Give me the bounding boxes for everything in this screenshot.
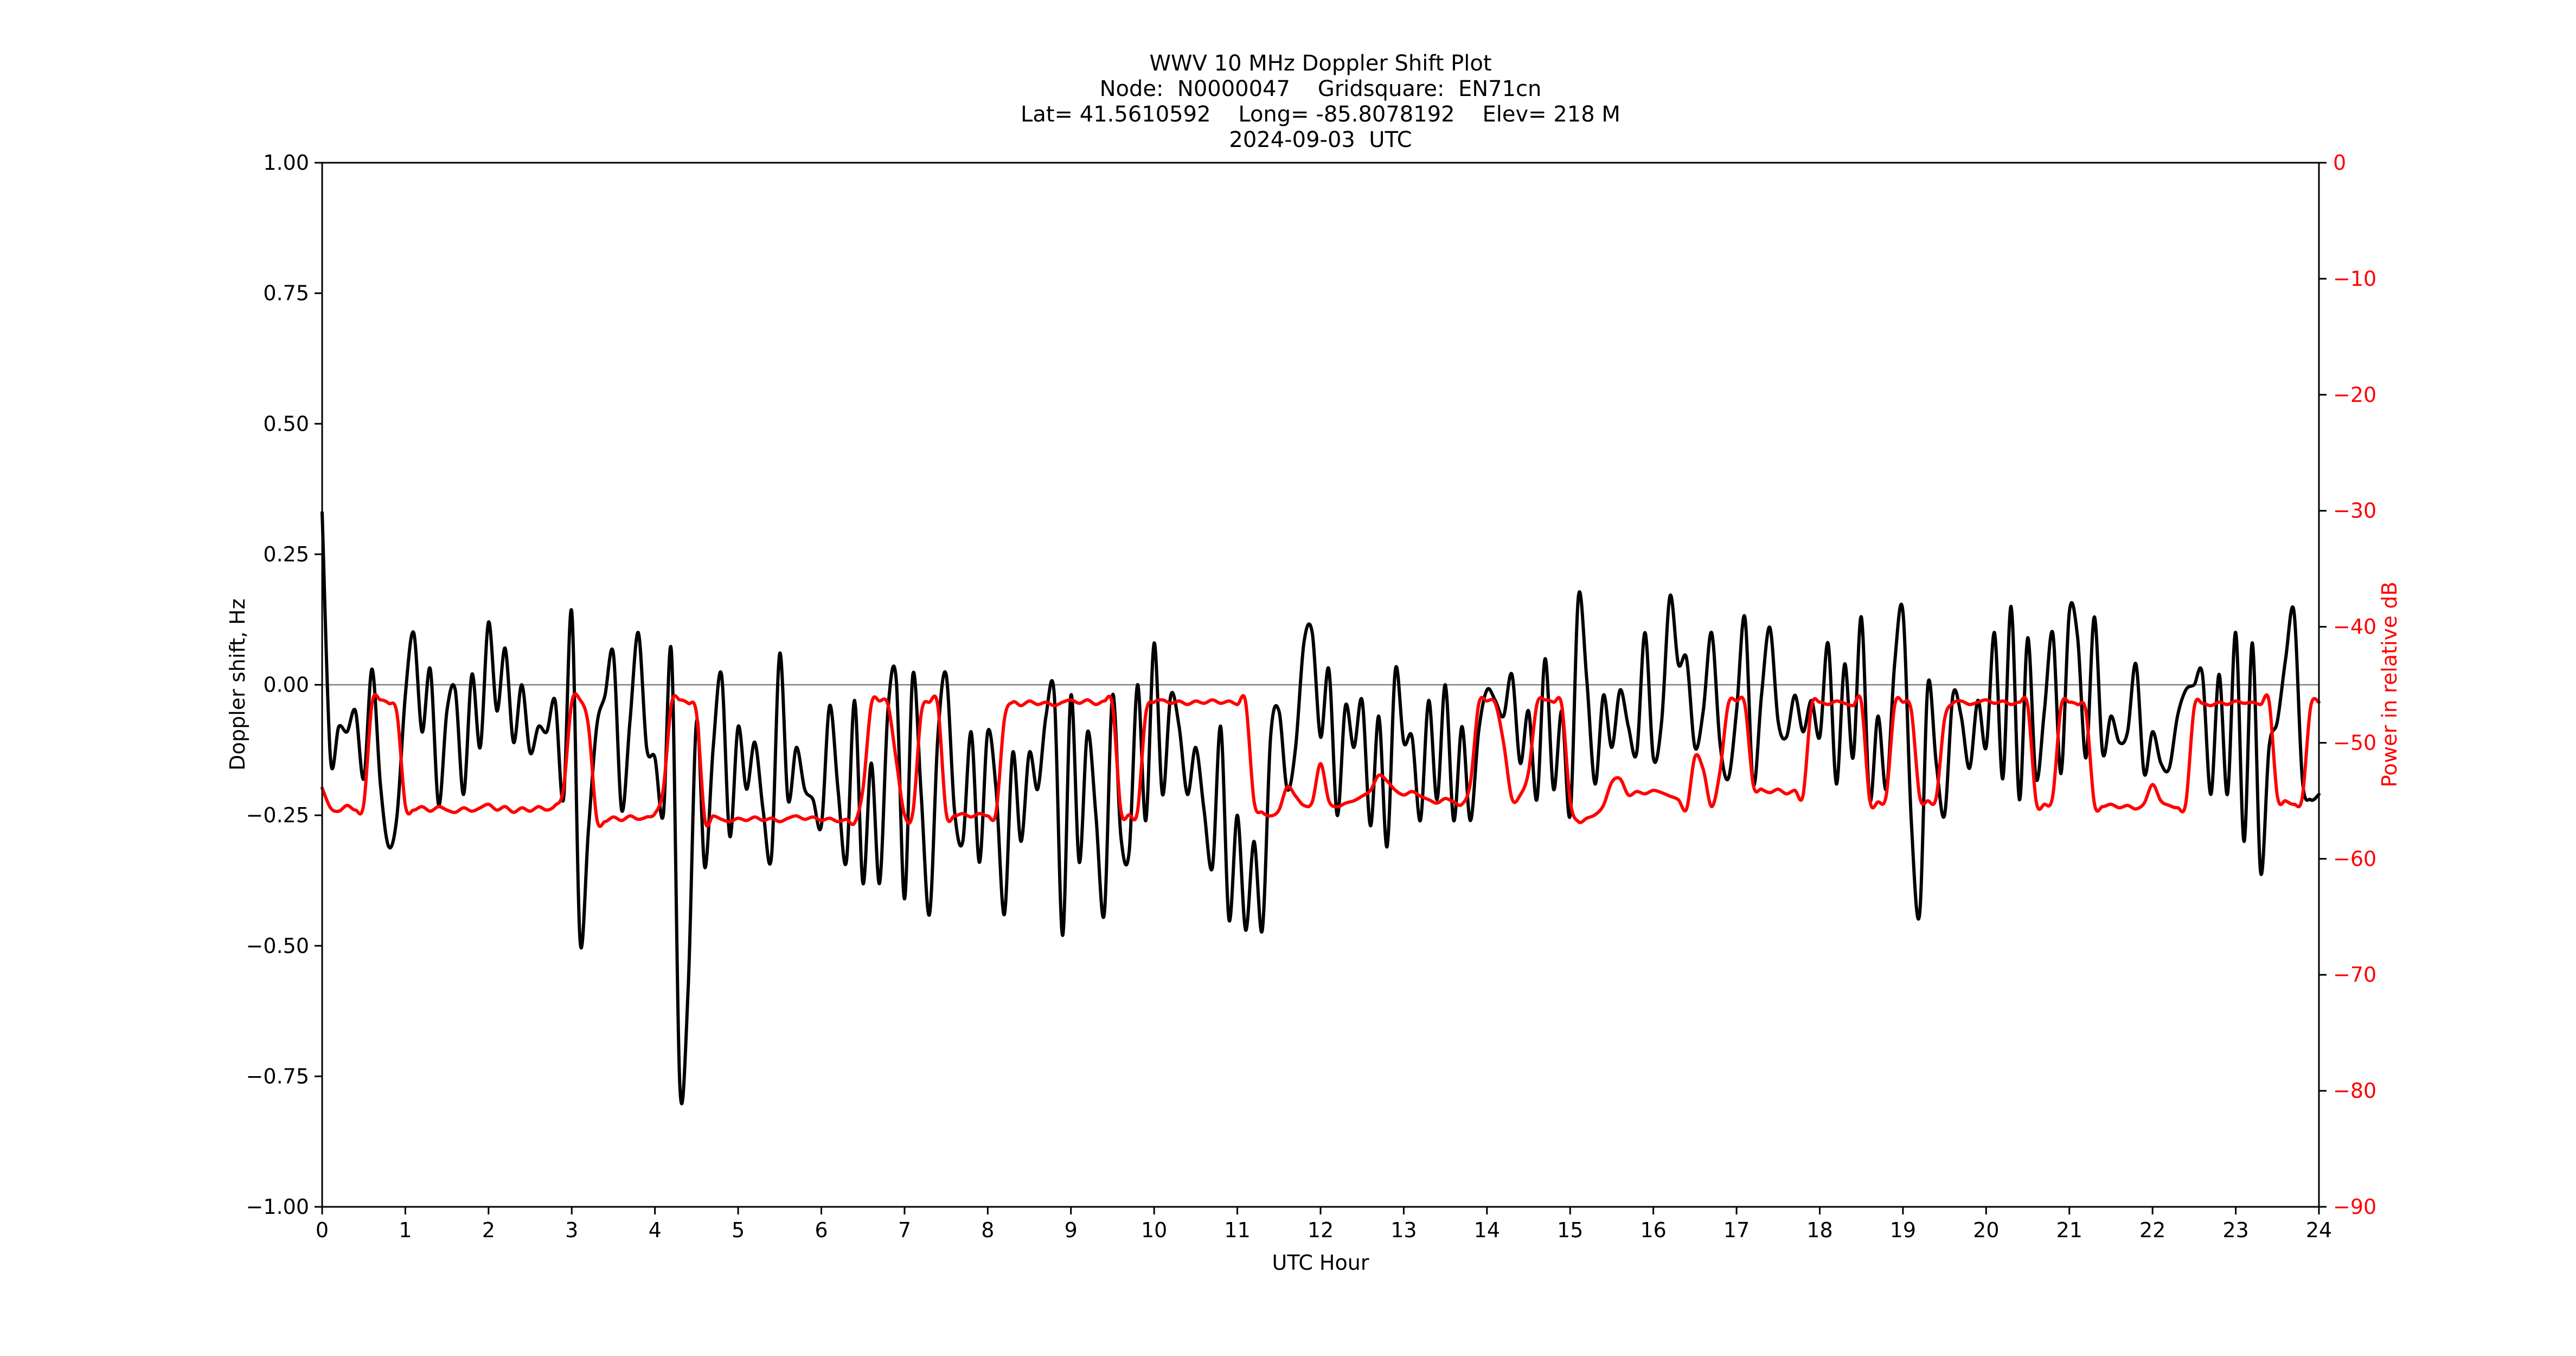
title-line-4: 2024-09-03 UTC: [1229, 127, 1412, 152]
x-tick-label: 7: [898, 1218, 911, 1242]
y-left-tick-label: −0.50: [246, 934, 309, 958]
y-right-tick-label: −60: [2333, 847, 2376, 871]
x-tick-label: 17: [1723, 1218, 1750, 1242]
x-tick-label: 3: [565, 1218, 578, 1242]
x-tick-label: 6: [815, 1218, 828, 1242]
x-tick-label: 10: [1141, 1218, 1167, 1242]
x-tick-label: 20: [1973, 1218, 1999, 1242]
y-right-tick-label: −20: [2333, 383, 2376, 407]
y-right-tick-label: −80: [2333, 1079, 2376, 1103]
x-tick-label: 21: [2056, 1218, 2082, 1242]
y-left-tick-label: 1.00: [263, 151, 309, 175]
doppler-series-line: [321, 510, 2321, 1105]
x-axis-label: UTC Hour: [1272, 1251, 1369, 1275]
x-tick-label: 5: [732, 1218, 745, 1242]
y-right-tick-label: 0: [2333, 151, 2346, 175]
y-right-tick-label: −10: [2333, 267, 2376, 291]
y-axis-label-right: Power in relative dB: [2378, 581, 2401, 788]
title-line-3: Lat= 41.5610592 Long= -85.8078192 Elev= …: [1021, 102, 1620, 127]
y-right-tick-label: −70: [2333, 963, 2376, 987]
y-left-tick-label: −0.75: [246, 1064, 309, 1088]
x-tick-label: 9: [1065, 1218, 1078, 1242]
y-axis-label-left: Doppler shift, Hz: [226, 598, 249, 771]
x-tick-label: 16: [1640, 1218, 1666, 1242]
y-left-tick-label: 0.25: [263, 542, 309, 566]
x-tick-label: 1: [399, 1218, 412, 1242]
x-tick-label: 15: [1557, 1218, 1583, 1242]
y-right-tick-label: −50: [2333, 731, 2376, 754]
x-tick-label: 12: [1308, 1218, 1334, 1242]
x-tick-label: 2: [482, 1218, 495, 1242]
title-line-2: Node: N0000047 Gridsquare: EN71cn: [1099, 76, 1542, 101]
x-tick-label: 18: [1806, 1218, 1832, 1242]
y-right-tick-label: −30: [2333, 499, 2376, 523]
y-left-tick-label: −0.25: [246, 803, 309, 827]
chart-title: WWV 10 MHz Doppler Shift Plot Node: N000…: [322, 51, 2319, 153]
x-tick-label: 19: [1890, 1218, 1916, 1242]
power-series-line: [321, 692, 2321, 828]
y-right-tick-label: −90: [2333, 1195, 2376, 1219]
y-right-tick-label: −40: [2333, 615, 2376, 639]
y-left-tick-label: −1.00: [246, 1195, 309, 1219]
title-line-1: WWV 10 MHz Doppler Shift Plot: [1149, 51, 1492, 76]
y-left-tick-label: 0.75: [263, 282, 309, 305]
x-tick-label: 8: [981, 1218, 994, 1242]
x-tick-label: 13: [1390, 1218, 1417, 1242]
x-tick-label: 11: [1224, 1218, 1250, 1242]
x-tick-label: 22: [2139, 1218, 2165, 1242]
x-tick-label: 0: [316, 1218, 329, 1242]
x-tick-label: 24: [2306, 1218, 2332, 1242]
y-left-tick-label: 0.00: [263, 673, 309, 697]
x-tick-label: 4: [649, 1218, 662, 1242]
x-tick-label: 23: [2222, 1218, 2248, 1242]
y-left-tick-label: 0.50: [263, 412, 309, 436]
x-tick-label: 14: [1474, 1218, 1500, 1242]
